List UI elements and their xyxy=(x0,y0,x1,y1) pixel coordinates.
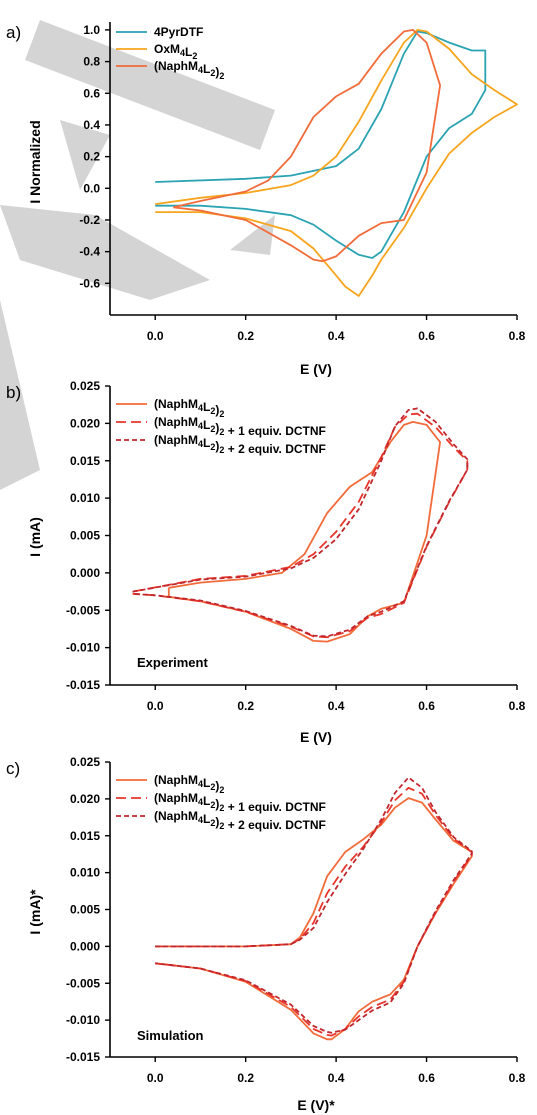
panel-a: a) -0.6 -0.4 -0.2 0.0 0.2 0.4 0.6 0.8 1.0 0.0 0.2… xyxy=(6,22,526,377)
legend-label: (NaphM4L2)2 + 1 equiv. DCTNF xyxy=(154,415,326,438)
x-tick-label: 0.4 xyxy=(328,699,345,713)
panel-label: c) xyxy=(6,759,20,778)
x-tick-label: 0.8 xyxy=(509,1071,526,1085)
y-tick-label: 0.2 xyxy=(83,150,100,164)
x-tick-label: 0.4 xyxy=(328,329,345,343)
y-tick-label: 0.020 xyxy=(70,792,100,806)
series-layer xyxy=(155,776,473,1041)
y-tick-label: -0.005 xyxy=(66,976,100,990)
series-line-2 xyxy=(155,28,518,297)
y-tick-label: -0.6 xyxy=(79,276,100,290)
panel-annotation: Simulation xyxy=(137,1028,204,1043)
x-tick-label: 0.8 xyxy=(509,699,526,713)
y-tick-label: 0.020 xyxy=(70,416,100,430)
series-line-1 xyxy=(155,30,487,259)
y-axis-label: I (mA)* xyxy=(27,889,43,935)
x-axis-label-star: * xyxy=(329,1097,335,1113)
x-tick-labels: 0.0 0.2 0.4 0.6 0.8 xyxy=(147,329,526,343)
panel-b: b) -0.015 -0.010 -0.005 0.000 0.005 0.010 0.01… xyxy=(6,379,526,745)
x-tick-label: 0.4 xyxy=(328,1071,345,1085)
series-line-3 xyxy=(173,28,442,263)
x-tick-label: 0.6 xyxy=(418,329,435,343)
y-tick-label: -0.015 xyxy=(66,1050,100,1064)
y-tick-labels: -0.015 -0.010 -0.005 0.000 0.005 0.010 0.015 0.… xyxy=(66,379,100,692)
y-tick-label: 0.025 xyxy=(70,379,100,393)
y-tick-label: -0.2 xyxy=(79,213,100,227)
legend-label: OxM4L2 xyxy=(154,42,197,61)
watermark-stroke xyxy=(230,215,275,255)
y-tick-labels: -0.6 -0.4 -0.2 0.0 0.2 0.4 0.6 0.8 1.0 xyxy=(79,23,100,290)
x-axis-label-main: E (V) xyxy=(297,1097,329,1113)
y-tick-label: -0.010 xyxy=(66,1013,100,1027)
x-tick-label: 0.0 xyxy=(147,329,164,343)
y-tick-label: 0.8 xyxy=(83,55,100,69)
y-tick-label: 0.4 xyxy=(83,118,100,132)
watermark-stroke xyxy=(60,120,110,190)
y-tick-label: 0.000 xyxy=(70,566,100,580)
watermark-logo xyxy=(0,20,275,490)
x-tick-labels: 0.0 0.2 0.4 0.6 0.8 xyxy=(147,699,526,713)
x-axis-label: E (V)* xyxy=(297,1097,335,1113)
y-tick-label: -0.005 xyxy=(66,603,100,617)
y-tick-label: 0.6 xyxy=(83,86,100,100)
x-tick-label: 0.0 xyxy=(147,1071,164,1085)
y-tick-label: 0.010 xyxy=(70,491,100,505)
axes xyxy=(105,22,518,320)
legend-label: (NaphM4L2)2 + 1 equiv. DCTNF xyxy=(154,791,326,814)
y-tick-label: 0.005 xyxy=(70,529,100,543)
y-axis-label: I Normalized xyxy=(27,120,43,203)
x-tick-label: 0.2 xyxy=(237,699,254,713)
y-tick-label: 1.0 xyxy=(83,23,100,37)
series-layer xyxy=(132,407,469,643)
series-line-1 xyxy=(155,797,473,1041)
panel-label: b) xyxy=(6,383,21,402)
axes xyxy=(105,385,518,690)
axes xyxy=(105,761,518,1062)
y-tick-label: 0.025 xyxy=(70,755,100,769)
y-axis-label-star: * xyxy=(27,889,43,895)
y-tick-label: 0.0 xyxy=(83,181,100,195)
x-axis-label: E (V) xyxy=(300,729,332,745)
legend: (NaphM4L2)2(NaphM4L2)2 + 1 equiv. DCTNF(… xyxy=(116,397,326,456)
x-axis-label: E (V) xyxy=(300,361,332,377)
x-tick-label: 0.0 xyxy=(147,699,164,713)
legend-label: (NaphM4L2)2 + 2 equiv. DCTNF xyxy=(154,433,326,456)
y-tick-label: 0.010 xyxy=(70,866,100,880)
legend-label: (NaphM4L2)2 xyxy=(154,397,224,419)
y-tick-label: -0.010 xyxy=(66,641,100,655)
x-tick-labels: 0.0 0.2 0.4 0.6 0.8 xyxy=(147,1071,526,1085)
watermark-stroke xyxy=(25,20,275,150)
legend: 4PyrDTF OxM4L2(NaphM4L2)2 xyxy=(116,25,224,81)
legend-label: 4PyrDTF xyxy=(154,25,203,39)
series-line-1 xyxy=(167,420,442,643)
panel-c: c) -0.015 -0.010 -0.005 0.000 0.005 0.010 0.01… xyxy=(6,755,526,1113)
x-tick-label: 0.6 xyxy=(418,1071,435,1085)
watermark-stroke xyxy=(0,300,40,490)
y-tick-label: 0.005 xyxy=(70,903,100,917)
y-tick-label: 0.015 xyxy=(70,454,100,468)
y-axis-label: I (mA) xyxy=(27,517,43,557)
x-tick-label: 0.6 xyxy=(418,699,435,713)
series-layer xyxy=(155,28,518,297)
legend-label: (NaphM4L2)2 + 2 equiv. DCTNF xyxy=(154,809,326,832)
series-line-3 xyxy=(155,776,473,1034)
legend-label: (NaphM4L2)2 xyxy=(154,59,224,81)
watermark-stroke xyxy=(0,205,210,300)
x-tick-label: 0.8 xyxy=(509,329,526,343)
y-axis-label-main: I (mA) xyxy=(27,895,43,935)
x-tick-label: 0.2 xyxy=(237,329,254,343)
legend: (NaphM4L2)2(NaphM4L2)2 + 1 equiv. DCTNF(… xyxy=(116,773,326,832)
panel-annotation: Experiment xyxy=(137,655,208,670)
y-tick-label: -0.015 xyxy=(66,678,100,692)
x-tick-label: 0.2 xyxy=(237,1071,254,1085)
y-tick-label: -0.4 xyxy=(79,245,100,259)
y-tick-labels: -0.015 -0.010 -0.005 0.000 0.005 0.010 0.015 0.… xyxy=(66,755,100,1064)
y-tick-label: 0.000 xyxy=(70,939,100,953)
panel-label: a) xyxy=(6,23,21,42)
series-line-3 xyxy=(132,407,469,638)
legend-label: (NaphM4L2)2 xyxy=(154,773,224,795)
y-tick-label: 0.015 xyxy=(70,829,100,843)
